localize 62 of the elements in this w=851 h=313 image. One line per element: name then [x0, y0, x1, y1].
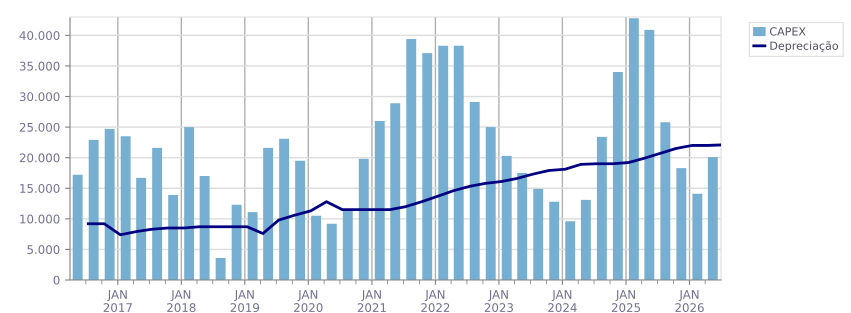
- bar: [168, 194, 178, 280]
- bar: [549, 202, 560, 280]
- x-tick-label: JAN 2024: [548, 290, 577, 312]
- bar: [422, 53, 432, 280]
- bar: [708, 157, 718, 280]
- y-tick-label: 5.000: [27, 245, 60, 254]
- x-tick-label: JAN 2021: [358, 290, 386, 312]
- bar: [120, 136, 131, 280]
- y-tick-label: 20.000: [20, 153, 60, 162]
- bar: [326, 224, 337, 280]
- bar: [517, 172, 528, 280]
- bar: [612, 72, 623, 280]
- x-tick-label: JAN 2018: [167, 290, 196, 312]
- bar: [279, 138, 290, 280]
- bar: [533, 188, 544, 280]
- bar: [232, 204, 242, 280]
- bar: [295, 160, 306, 280]
- legend-label: CAPEX: [770, 27, 806, 36]
- bar: [136, 178, 146, 280]
- bar: [660, 122, 670, 280]
- bar: [644, 30, 654, 280]
- y-tick-label: 30.000: [20, 92, 60, 102]
- bar: [358, 158, 369, 280]
- bar: [248, 212, 258, 280]
- bar: [311, 216, 322, 280]
- bar: [200, 176, 210, 280]
- y-tick-label: 35.000: [20, 62, 60, 71]
- y-tick-label: 10.000: [20, 214, 60, 224]
- x-tick-label: JAN 2023: [484, 290, 513, 312]
- bar: [438, 46, 448, 280]
- bar: [88, 140, 99, 280]
- y-tick-label: 25.000: [20, 122, 60, 132]
- bar: [676, 168, 686, 280]
- bar: [454, 46, 464, 280]
- bar: [72, 174, 83, 280]
- x-tick-label: JAN 2025: [612, 290, 640, 312]
- bar: [486, 127, 496, 280]
- x-tick-label: JAN 2020: [294, 290, 323, 312]
- bar: [342, 210, 353, 280]
- y-tick-label: 40.000: [20, 31, 60, 40]
- y-tick-label: 15.000: [20, 184, 60, 193]
- bar: [152, 148, 162, 280]
- bar: [390, 103, 400, 280]
- bar: [374, 120, 385, 280]
- x-tick-label: JAN 2026: [675, 290, 704, 312]
- x-tick-label: JAN 2017: [104, 290, 132, 312]
- bar: [263, 148, 274, 280]
- bar: [470, 102, 480, 280]
- bar: [502, 156, 512, 280]
- legend-label: Depreciação: [770, 41, 838, 52]
- bar: [580, 200, 591, 280]
- x-tick-label: JAN 2019: [230, 290, 259, 312]
- bar: [184, 127, 194, 280]
- bar: [596, 136, 607, 280]
- bar: [104, 128, 115, 280]
- bar: [628, 18, 639, 280]
- bar: [216, 258, 226, 280]
- bar: [565, 221, 576, 280]
- bar: [406, 39, 416, 280]
- x-tick-label: JAN 2022: [421, 290, 450, 312]
- bar: [692, 194, 702, 280]
- y-tick-label: 0: [54, 276, 60, 285]
